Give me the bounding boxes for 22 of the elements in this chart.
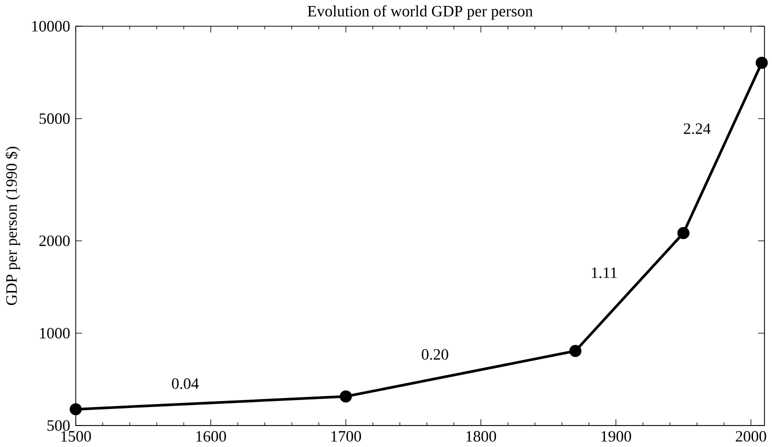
x-tick-label: 1900 [602, 431, 632, 442]
y-tick-label: 10000 [32, 20, 70, 32]
annotation: 0.04 [172, 378, 199, 389]
y-tick-label: 1000 [40, 328, 70, 339]
annotation: 1.11 [592, 268, 617, 278]
x-tick-label: 1600 [196, 431, 226, 442]
y-tick-label: 5000 [40, 113, 70, 124]
point [340, 390, 352, 403]
x-tick-label: 1500 [61, 431, 91, 442]
x-tick-label: 1800 [466, 431, 496, 442]
y-tick-label: 2000 [39, 235, 70, 246]
point [569, 344, 582, 358]
chart-title: Evolution of world GDP per person [308, 5, 533, 20]
x-tick-label: 2000 [736, 431, 766, 442]
x-tick-label: 1700 [331, 431, 362, 442]
point [70, 403, 82, 416]
annotation: 0.20 [422, 349, 448, 360]
annotation: 2.24 [684, 123, 711, 134]
y-axis-title: GDP per person (1990 $) [5, 146, 20, 306]
point [756, 56, 768, 69]
point [677, 227, 690, 240]
y-tick-label: 500 [48, 420, 70, 431]
